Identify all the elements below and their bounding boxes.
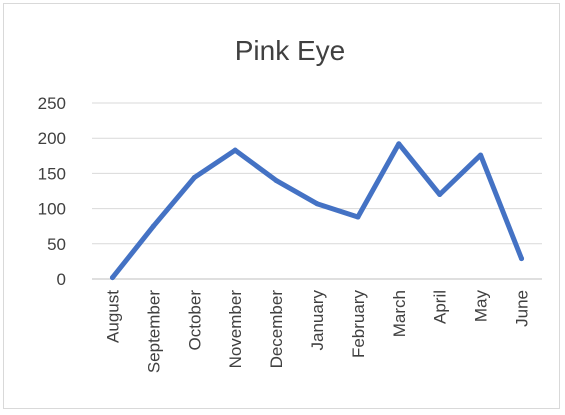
data-point [109, 275, 115, 281]
x-tick-label: August [103, 290, 122, 343]
series-line [110, 141, 524, 281]
x-tick-label: March [390, 290, 409, 337]
x-tick-label: December [267, 290, 286, 369]
x-tick-label: November [226, 290, 245, 369]
data-point [150, 223, 156, 229]
data-point [232, 147, 238, 153]
data-point [519, 256, 525, 262]
x-tick-label: October [185, 290, 204, 351]
y-axis-ticks: 0 50 100 150 200 250 [38, 94, 66, 289]
chart-container [3, 3, 560, 409]
x-tick-label: June [513, 290, 532, 327]
data-point [478, 152, 484, 158]
x-tick-label: January [308, 290, 327, 351]
data-point [396, 141, 402, 147]
data-point [191, 175, 197, 181]
y-tick-label: 100 [38, 200, 66, 219]
x-axis-ticks: August September October November December Ja… [103, 290, 531, 374]
y-tick-label: 200 [38, 129, 66, 148]
gridlines [92, 102, 542, 280]
data-point [273, 177, 279, 183]
y-tick-label: 0 [57, 270, 66, 289]
data-point [437, 192, 443, 198]
data-point [355, 214, 361, 220]
x-tick-label: April [431, 290, 450, 324]
data-point [314, 201, 320, 207]
series-layer [109, 141, 525, 281]
y-tick-label: 250 [38, 94, 66, 113]
y-tick-label: 50 [47, 235, 66, 254]
chart-title: Pink Eye [235, 35, 346, 66]
x-tick-label: September [144, 290, 163, 373]
x-tick-label: February [349, 290, 368, 359]
y-tick-label: 150 [38, 164, 66, 183]
x-tick-label: May [472, 290, 491, 323]
